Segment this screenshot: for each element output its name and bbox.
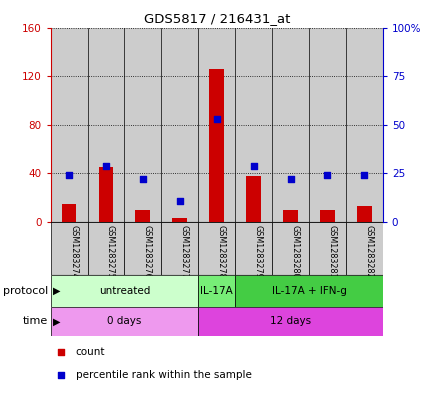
- Text: ▶: ▶: [53, 316, 60, 326]
- Title: GDS5817 / 216431_at: GDS5817 / 216431_at: [143, 12, 290, 25]
- Point: [176, 198, 183, 204]
- Bar: [209, 69, 224, 222]
- Bar: [272, 28, 309, 222]
- Bar: [235, 275, 383, 307]
- Bar: [320, 210, 335, 222]
- Point: [324, 172, 331, 178]
- Bar: [125, 28, 161, 222]
- Bar: [51, 307, 198, 336]
- Bar: [88, 222, 125, 275]
- Bar: [172, 219, 187, 222]
- Bar: [125, 222, 161, 275]
- Bar: [51, 275, 198, 307]
- Point: [361, 172, 368, 178]
- Text: ▶: ▶: [53, 286, 60, 296]
- Text: GSM1283275: GSM1283275: [106, 225, 115, 279]
- Text: count: count: [76, 347, 105, 357]
- Point: [287, 176, 294, 182]
- Point: [139, 176, 147, 182]
- Text: protocol: protocol: [3, 286, 48, 296]
- Bar: [346, 222, 383, 275]
- Point: [250, 162, 257, 169]
- Text: time: time: [23, 316, 48, 326]
- Bar: [198, 307, 383, 336]
- Bar: [136, 210, 150, 222]
- Text: GSM1283276: GSM1283276: [143, 225, 152, 278]
- Text: 0 days: 0 days: [107, 316, 142, 326]
- Bar: [161, 222, 198, 275]
- Text: untreated: untreated: [99, 286, 150, 296]
- Bar: [198, 28, 235, 222]
- Bar: [235, 28, 272, 222]
- Text: GSM1283279: GSM1283279: [253, 225, 263, 279]
- Text: 12 days: 12 days: [270, 316, 311, 326]
- Bar: [246, 176, 261, 222]
- Bar: [51, 222, 88, 275]
- Bar: [198, 222, 235, 275]
- Bar: [346, 28, 383, 222]
- Text: IL-17A: IL-17A: [200, 286, 233, 296]
- Text: GSM1283274: GSM1283274: [69, 225, 78, 278]
- Text: GSM1283277: GSM1283277: [180, 225, 189, 279]
- Bar: [88, 28, 125, 222]
- Bar: [51, 28, 88, 222]
- Bar: [198, 275, 235, 307]
- Bar: [161, 28, 198, 222]
- Text: IL-17A + IFN-g: IL-17A + IFN-g: [271, 286, 346, 296]
- Bar: [309, 28, 346, 222]
- Point: [213, 116, 220, 122]
- Bar: [99, 167, 114, 222]
- Bar: [357, 206, 372, 222]
- Text: GSM1283280: GSM1283280: [290, 225, 300, 278]
- Bar: [283, 210, 298, 222]
- Text: percentile rank within the sample: percentile rank within the sample: [76, 370, 251, 380]
- Point: [103, 162, 110, 169]
- Text: GSM1283281: GSM1283281: [327, 225, 337, 278]
- Point: [57, 349, 64, 355]
- Text: GSM1283282: GSM1283282: [364, 225, 374, 278]
- Point: [57, 372, 64, 378]
- Bar: [235, 222, 272, 275]
- Point: [66, 172, 73, 178]
- Bar: [62, 204, 77, 222]
- Text: GSM1283278: GSM1283278: [216, 225, 226, 278]
- Bar: [272, 222, 309, 275]
- Bar: [309, 222, 346, 275]
